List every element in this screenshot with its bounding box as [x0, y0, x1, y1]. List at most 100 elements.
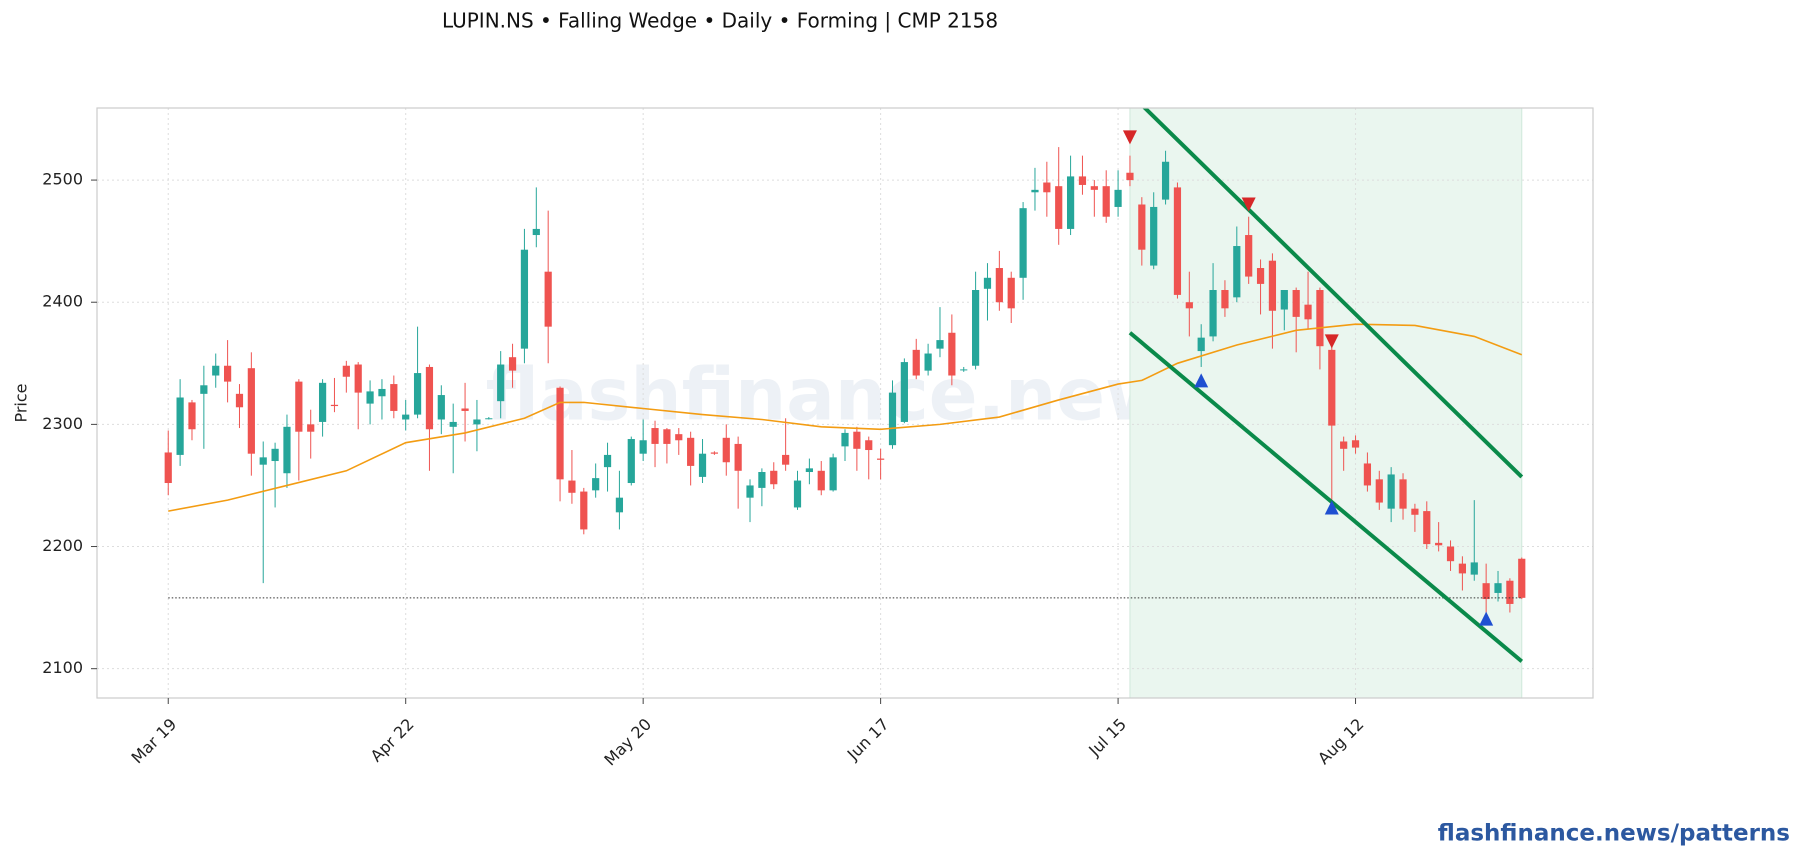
pattern-region [1129, 108, 1523, 698]
candle-body [295, 381, 303, 432]
candle-body [1280, 290, 1288, 310]
candle-body [817, 470, 825, 491]
candle-body [1482, 583, 1490, 600]
candle-body [1506, 580, 1514, 604]
x-tick-label: Jun 17 [843, 715, 893, 765]
x-tick-label: Apr 22 [367, 715, 418, 766]
trendline [1128, 331, 1524, 663]
candle-body [508, 357, 517, 371]
candle-body [1316, 290, 1324, 347]
candle-body [200, 385, 208, 394]
candle-body [283, 426, 291, 474]
candle-body [473, 419, 481, 425]
chart-title: LUPIN.NS • Falling Wedge • Daily • Formi… [442, 9, 998, 33]
candle-body [972, 290, 980, 366]
candle-body [176, 397, 184, 455]
candle-body [1173, 187, 1182, 295]
swing-high-marker [1241, 197, 1256, 212]
y-tick-label: 2200 [42, 536, 83, 555]
candle-body [461, 408, 469, 411]
candle-body [378, 388, 386, 397]
candle-body [615, 497, 624, 513]
candle-body [1328, 349, 1336, 426]
candle-body [1363, 463, 1372, 486]
candle-body [271, 448, 279, 462]
candle-body [793, 480, 802, 508]
candle-body [948, 332, 956, 376]
candle-body [568, 480, 576, 493]
candle-body [687, 437, 695, 466]
candle-body [1387, 474, 1395, 509]
candle-body [1351, 440, 1360, 448]
y-tick-label: 2400 [42, 292, 83, 311]
candle-body [1446, 546, 1455, 562]
candle-body [247, 368, 255, 454]
candle-body [1066, 176, 1075, 229]
candle-body [888, 392, 897, 446]
plot-area [97, 108, 1593, 698]
candle-body [995, 268, 1003, 303]
candle-body [722, 437, 730, 463]
candle-body [1043, 182, 1051, 193]
candle-body [224, 365, 232, 382]
candle-body [841, 432, 849, 447]
candle-body [603, 454, 612, 468]
trendline [1142, 108, 1524, 479]
candle-body [1019, 208, 1027, 278]
candle-body [675, 434, 683, 441]
candle-body [1340, 441, 1348, 449]
y-tick-label: 2100 [42, 658, 83, 677]
candle-body [1126, 172, 1134, 181]
candle-body [1102, 186, 1110, 217]
candle-body [770, 470, 778, 485]
candle-body [1399, 479, 1407, 509]
candle-body [556, 387, 564, 480]
candle-body [758, 472, 766, 488]
plot-frame [96, 107, 1594, 699]
candle-body [1423, 511, 1431, 545]
candle-body [413, 373, 422, 415]
candle-body [188, 402, 196, 430]
candle-body [1233, 246, 1241, 298]
candle-body [1209, 290, 1217, 337]
candle-body [651, 428, 659, 444]
candle-body [497, 364, 505, 402]
x-tick-label: Mar 19 [127, 715, 180, 768]
candle-body [390, 384, 398, 411]
y-tick-label: 2500 [42, 170, 83, 189]
candle-body [235, 393, 244, 408]
candle-body [960, 369, 968, 371]
candle-body [544, 271, 552, 327]
swing-high-marker [1324, 334, 1339, 349]
swing-low-marker [1324, 500, 1339, 515]
candle-body [318, 382, 327, 422]
candle-body [1090, 186, 1098, 190]
candle-body [627, 439, 635, 484]
candle-body [1185, 302, 1193, 309]
candle-body [580, 491, 588, 530]
candle-body [485, 418, 493, 420]
candle-body [1114, 189, 1122, 207]
candle-body [710, 452, 718, 454]
swing-low-marker [1479, 611, 1494, 626]
candle-body [865, 440, 873, 451]
candle-body [936, 340, 944, 349]
candle-body [402, 414, 410, 420]
candle-body [1031, 189, 1039, 193]
y-axis-label: Price [12, 383, 31, 422]
candle-body [663, 429, 671, 444]
x-tick-label: Jul 15 [1084, 715, 1130, 761]
candle-body [1375, 479, 1383, 503]
candle-body [1007, 277, 1015, 309]
candle-body [1494, 583, 1502, 593]
candle-body [1245, 235, 1253, 277]
candle-body [437, 395, 445, 420]
candle-body [1055, 186, 1063, 229]
candle-body [746, 485, 754, 498]
candle-body [1435, 542, 1443, 546]
footer-link: flashfinance.news/patterns [1438, 821, 1790, 847]
candle-body [164, 452, 172, 484]
swing-high-marker [1122, 130, 1137, 145]
candle-body [342, 365, 350, 377]
candle-body [425, 366, 434, 430]
